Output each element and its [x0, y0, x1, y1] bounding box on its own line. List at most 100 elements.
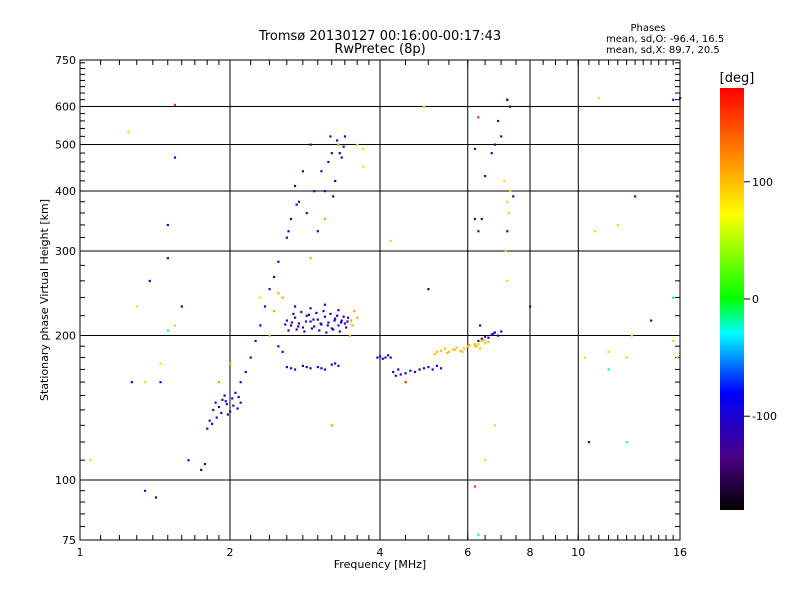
y-tick-labels: 75 100 200 300 400 500 600 750 — [55, 54, 76, 547]
echo-point — [297, 325, 300, 328]
echo-point — [323, 217, 327, 221]
echo-point — [329, 312, 332, 315]
echo-point — [309, 257, 312, 260]
echo-point — [210, 422, 214, 425]
echo-point — [305, 365, 308, 369]
x-tick-labels: 1 2 4 6 8 10 16 — [77, 546, 688, 559]
echo-point — [453, 348, 456, 351]
echo-point — [334, 179, 337, 183]
echo-point — [487, 336, 490, 339]
echo-point — [263, 305, 267, 308]
echo-point — [309, 307, 312, 310]
x-tick-label: 16 — [673, 546, 687, 559]
echo-point — [173, 103, 177, 106]
echo-point — [292, 312, 295, 315]
y-tick-label: 750 — [55, 54, 76, 67]
echo-point — [212, 408, 215, 412]
echo-point — [166, 257, 169, 260]
echo-point — [392, 370, 395, 374]
echo-point — [484, 335, 487, 338]
y-tick-label: 500 — [55, 139, 76, 152]
echo-point — [473, 343, 477, 346]
echo-point — [159, 362, 162, 365]
echo-point — [679, 97, 682, 100]
echo-point — [217, 405, 221, 409]
echo-point — [322, 309, 325, 313]
echo-point — [509, 105, 512, 108]
echo-point — [386, 354, 390, 357]
echo-point — [323, 190, 327, 193]
echo-point — [480, 217, 483, 221]
echo-point — [295, 203, 298, 206]
echo-point — [293, 368, 297, 371]
echo-point — [187, 459, 190, 462]
echo-point — [409, 369, 412, 372]
colorbar-tick-label: 100 — [752, 176, 773, 189]
echo-point — [208, 419, 211, 422]
echo-point — [327, 321, 330, 324]
echo-point — [200, 468, 203, 472]
echo-point — [285, 236, 288, 239]
echo-point — [422, 105, 426, 108]
echo-point — [482, 338, 485, 341]
x-tick-label: 10 — [571, 546, 585, 559]
colorbar-label: [deg] — [720, 71, 755, 86]
echo-point — [236, 407, 239, 410]
echo-point — [217, 381, 221, 384]
echo-point — [316, 230, 319, 233]
echo-point — [473, 345, 477, 348]
echo-point — [225, 403, 228, 406]
echo-point — [477, 339, 480, 343]
echo-point — [447, 350, 451, 353]
echo-point — [272, 309, 276, 313]
echo-point — [376, 356, 379, 359]
echo-point — [148, 279, 151, 283]
echo-point — [484, 341, 487, 345]
echo-point — [342, 315, 345, 318]
echo-point — [287, 329, 290, 332]
echo-point — [493, 424, 497, 427]
echo-point — [303, 330, 306, 333]
echo-point — [284, 323, 287, 326]
echo-point — [277, 260, 280, 263]
echo-point — [343, 322, 347, 325]
echo-point — [616, 223, 619, 227]
echo-point — [480, 337, 483, 340]
echo-point — [337, 324, 340, 327]
echo-point — [203, 462, 206, 466]
echo-point — [413, 370, 417, 374]
echo-point — [244, 370, 247, 374]
echo-point — [625, 356, 628, 359]
echo-point — [339, 321, 343, 324]
echo-point — [404, 381, 407, 384]
echo-point — [336, 314, 339, 317]
echo-point — [389, 239, 392, 243]
echo-point — [479, 347, 482, 350]
echo-point — [239, 381, 242, 384]
echo-point — [254, 339, 257, 343]
echo-point — [397, 368, 400, 371]
echo-point — [166, 223, 169, 227]
grid-lines — [80, 60, 680, 540]
echo-point — [300, 310, 303, 314]
echo-point — [418, 368, 421, 371]
echo-point — [305, 212, 308, 215]
echo-point — [215, 416, 218, 419]
echo-point — [496, 334, 500, 337]
echo-point — [143, 381, 147, 384]
echo-point — [427, 288, 430, 291]
y-tick-label: 300 — [55, 245, 76, 258]
echo-point — [173, 324, 177, 327]
echo-point — [445, 351, 449, 355]
colorbar-tick-label: 0 — [752, 293, 759, 306]
echo-point — [234, 391, 237, 394]
echo-point — [466, 345, 469, 348]
echo-point — [232, 404, 235, 407]
echo-point — [473, 217, 477, 221]
echo-point — [309, 320, 312, 323]
echo-point — [231, 397, 234, 400]
echo-point — [325, 331, 328, 334]
echo-point — [206, 427, 209, 430]
echo-point — [259, 296, 262, 299]
echo-point — [650, 319, 653, 322]
